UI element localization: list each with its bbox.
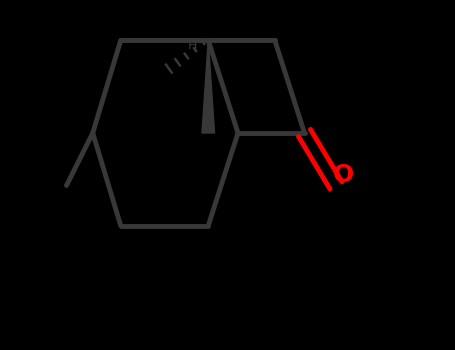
Text: O: O <box>332 163 354 187</box>
Text: H: H <box>188 39 197 52</box>
Polygon shape <box>202 40 215 133</box>
